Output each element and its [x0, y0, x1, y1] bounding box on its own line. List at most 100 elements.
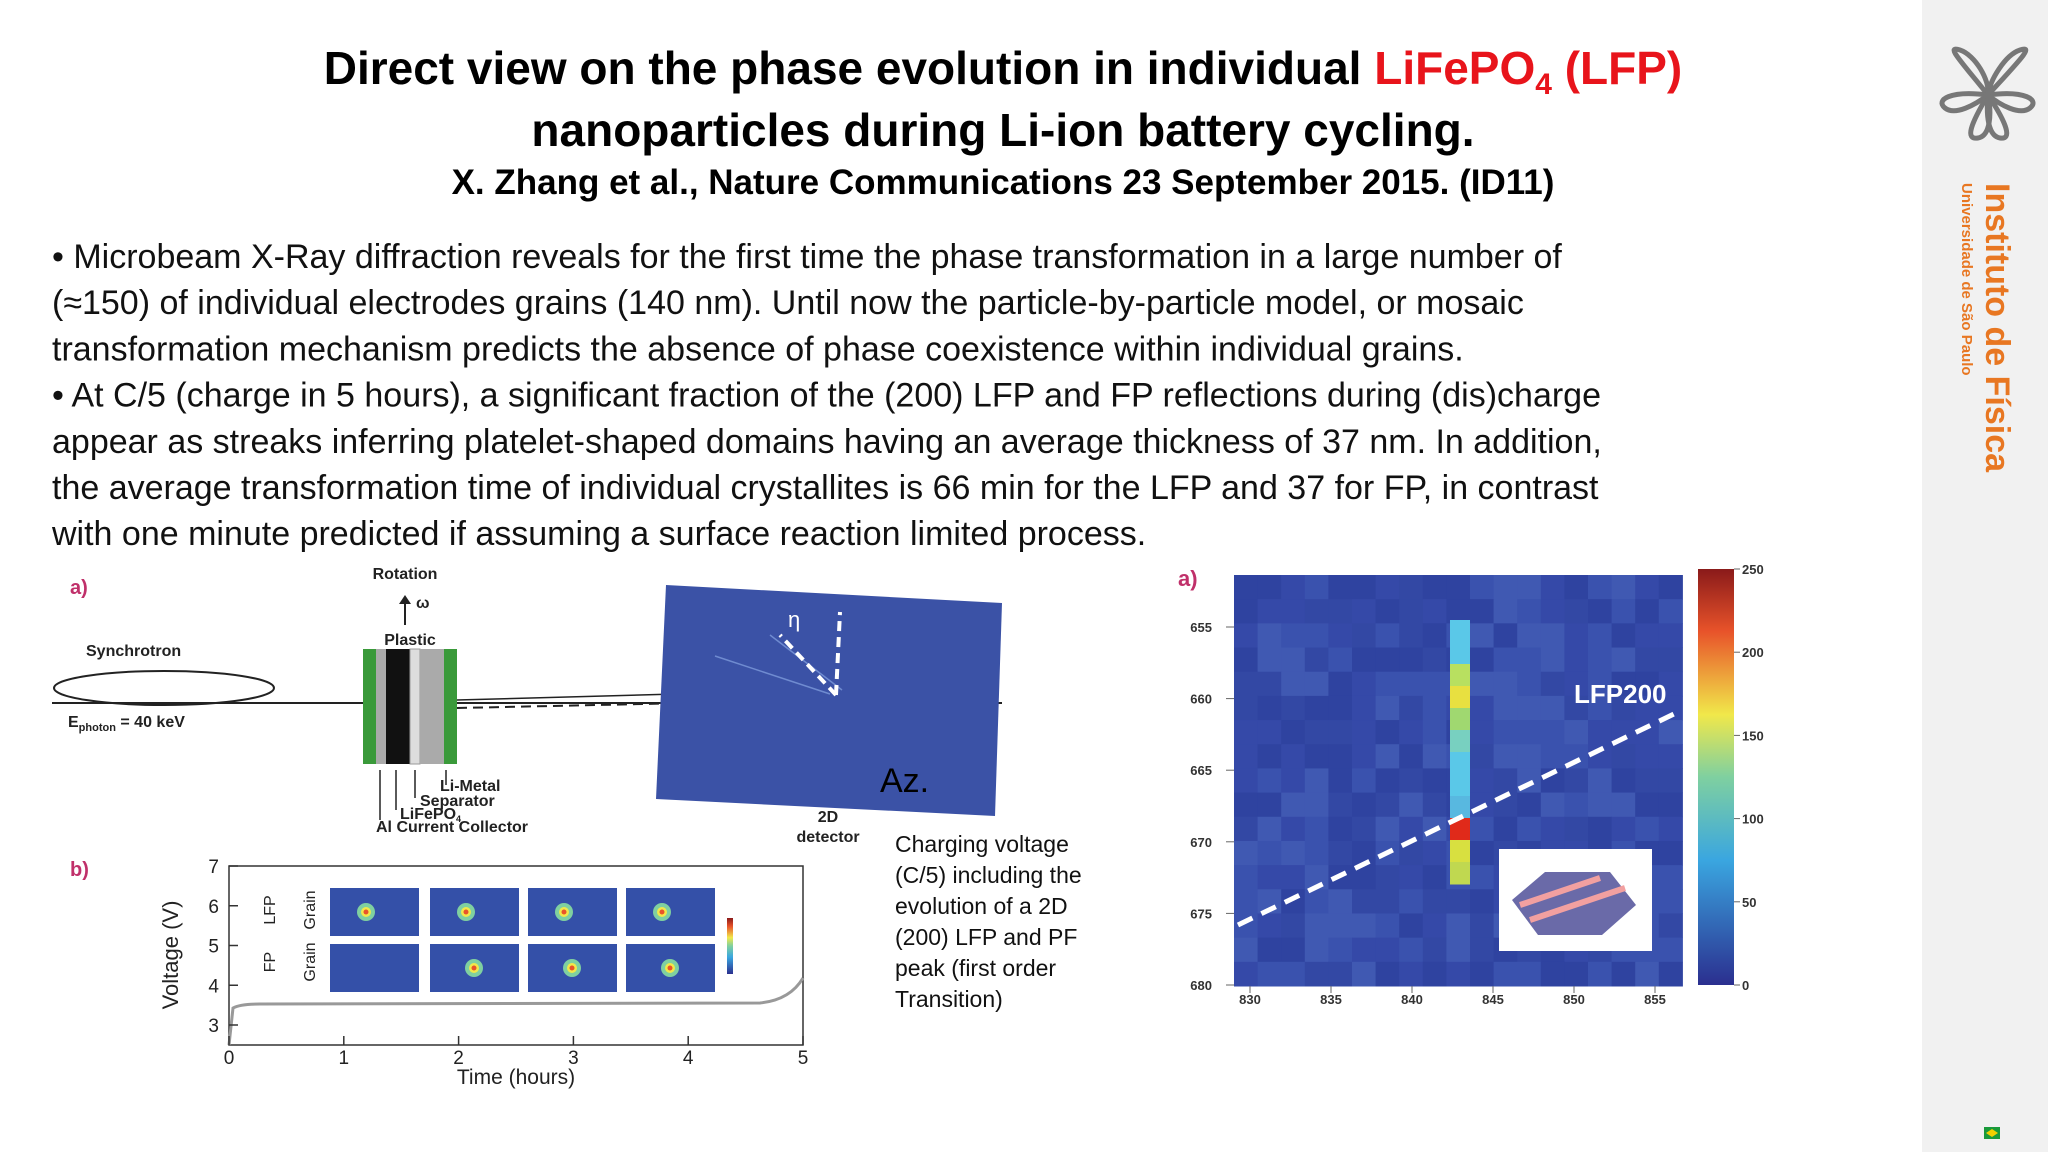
cell [1281, 865, 1306, 890]
layer [386, 649, 410, 764]
cell [1422, 744, 1447, 769]
cell [1422, 599, 1447, 624]
title-sub: 4 [1535, 68, 1552, 101]
cell [1588, 623, 1613, 649]
cell [1375, 816, 1400, 842]
cell [1352, 599, 1377, 624]
body: • Microbeam X-Ray diffraction reveals fo… [51, 238, 1602, 553]
cell [1281, 671, 1306, 697]
cell [1281, 961, 1306, 987]
cell [1399, 623, 1424, 649]
cell [1257, 623, 1282, 649]
caption: Charging voltage (C/5) including the evolu… [895, 831, 1082, 1012]
y-tick-label: 680 [1190, 978, 1212, 993]
y-tick-label: 675 [1190, 906, 1212, 921]
x-tick-label: 1 [339, 1048, 350, 1069]
cell [1304, 720, 1329, 745]
cell [1658, 792, 1683, 818]
cell [1281, 744, 1306, 769]
cell [1375, 744, 1400, 769]
cell [1234, 889, 1259, 914]
cell [1257, 647, 1282, 673]
x-tick-label: 840 [1401, 992, 1423, 1007]
cell [1304, 575, 1329, 600]
cell [1352, 623, 1377, 649]
cell [1540, 744, 1565, 769]
cell [1257, 720, 1282, 745]
cell [1375, 889, 1400, 914]
cell [1352, 792, 1377, 818]
cell [1493, 623, 1518, 649]
cell [1234, 865, 1259, 890]
cell [1588, 647, 1613, 673]
cell [1257, 913, 1282, 939]
spot [363, 909, 369, 915]
cell [1611, 623, 1636, 649]
caption-line: (C/5) including the [895, 862, 1082, 888]
cell [1588, 961, 1613, 987]
cell [1234, 623, 1259, 649]
cell [1281, 840, 1306, 866]
cell [1588, 816, 1613, 842]
spot [561, 909, 567, 915]
cell [1540, 961, 1565, 987]
cell [1328, 889, 1353, 914]
cell [1375, 865, 1400, 890]
cell [1304, 695, 1329, 721]
cell [1611, 671, 1636, 697]
cell [1658, 647, 1683, 673]
cell [1470, 599, 1495, 624]
cell [1611, 768, 1636, 794]
cell [1375, 913, 1400, 939]
cell [1257, 575, 1282, 600]
title-formula: LiFePO [1374, 42, 1535, 94]
cell [1564, 599, 1589, 624]
cell [1658, 768, 1683, 794]
cell [1352, 913, 1377, 939]
cell [1493, 695, 1518, 721]
label: detector [796, 829, 859, 846]
cell [1422, 768, 1447, 794]
cell [1517, 720, 1542, 745]
cell [1304, 647, 1329, 673]
title-text: Direct view on the phase evolution in in… [324, 42, 1375, 94]
column-cell [1450, 620, 1470, 643]
caption-line: Charging voltage [895, 831, 1069, 857]
cell [1281, 768, 1306, 794]
cell [1564, 695, 1589, 721]
cell [1540, 647, 1565, 673]
cell [1399, 575, 1424, 600]
label: = 40 keV [116, 714, 185, 731]
column-cell [1450, 796, 1470, 819]
dashed [778, 633, 838, 697]
column-cell [1450, 752, 1470, 775]
cell [1422, 865, 1447, 890]
heatmap-cells [1234, 575, 1683, 987]
label: E [68, 714, 79, 731]
title-line2: nanoparticles during Li-ion battery cycl… [531, 104, 1474, 156]
cell [1540, 599, 1565, 624]
cell [1470, 720, 1495, 745]
column-cell [1450, 818, 1470, 841]
cell [1588, 575, 1613, 600]
cell [1635, 599, 1660, 624]
y-tick-label: 670 [1190, 835, 1212, 850]
cell [1658, 889, 1683, 914]
body-line: (≈150) of individual electrodes grains (… [52, 284, 1524, 322]
x-tick-label: 835 [1320, 992, 1342, 1007]
y-tick-label: 655 [1190, 620, 1212, 635]
cell [1540, 671, 1565, 697]
cell [1446, 889, 1471, 914]
column-cell [1450, 862, 1470, 885]
cell [1493, 720, 1518, 745]
body-line: • At C/5 (charge in 5 hours), a signific… [52, 377, 1601, 415]
cell [1328, 913, 1353, 939]
cell [1658, 744, 1683, 769]
cell [1470, 575, 1495, 600]
cell [1304, 768, 1329, 794]
column-cell [1450, 686, 1470, 709]
y-tick-label: 5 [208, 937, 219, 958]
cell [1281, 623, 1306, 649]
layer [420, 649, 444, 764]
caption-line: peak (first order [895, 955, 1056, 981]
